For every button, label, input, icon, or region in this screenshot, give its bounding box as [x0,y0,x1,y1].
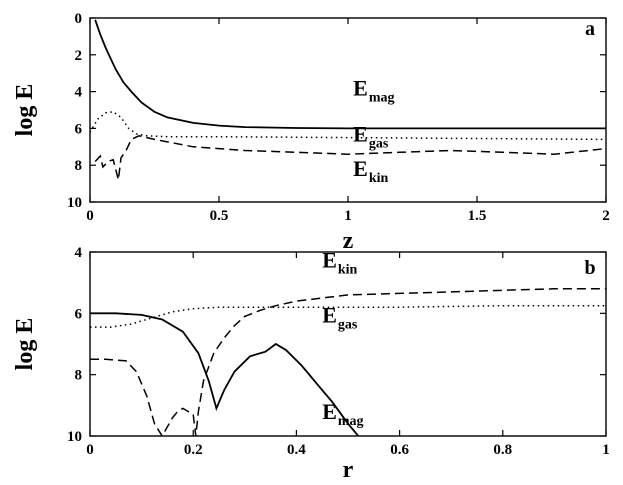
y-axis-label: log E [12,84,38,137]
y-tick-label: 0 [75,11,83,27]
x-tick-label: 0.4 [287,442,306,458]
x-tick-label: 2 [602,208,610,224]
x-tick-label: 0.2 [184,442,203,458]
series-line-mag [94,19,606,130]
y-axis-label: log E [12,318,38,371]
annotation-main: E [322,303,337,328]
annotation-main: E [353,156,368,181]
panel-label: a [585,18,595,40]
y-tick-label: 6 [75,306,83,322]
annotation-subscript: mag [338,414,364,429]
annotation-subscript: mag [369,90,395,105]
x-tick-label: 1 [344,208,352,224]
series-line-kin [94,135,606,181]
annotation-main: E [353,121,368,146]
y-tick-label: 10 [67,195,82,211]
annotation-e-kin: Ekin [353,156,388,186]
annotation-main: E [322,399,337,424]
series-line-mag [90,312,359,436]
series-line-kin [90,288,606,436]
y-tick-label: 8 [75,158,83,174]
x-tick-label: 0.5 [210,208,229,224]
y-tick-label: 2 [75,48,83,64]
panel-label: b [584,257,595,279]
x-axis-label: r [343,457,354,483]
y-tick-label: 10 [67,429,82,445]
annotation-e-kin: Ekin [322,247,357,277]
annotation-e-mag: Emag [322,399,363,429]
x-tick-label: 1 [602,442,610,458]
annotation-subscript: gas [369,136,389,151]
annotation-e-gas: Egas [353,121,389,151]
annotation-e-mag: Emag [353,75,394,105]
x-tick-label: 0.8 [493,442,512,458]
y-tick-label: 4 [75,245,83,261]
annotation-subscript: kin [338,262,358,277]
annotation-subscript: kin [369,171,389,186]
y-tick-label: 4 [75,85,83,101]
y-tick-label: 6 [75,121,83,137]
x-tick-label: 0.6 [390,442,409,458]
y-tick-label: 8 [75,368,83,384]
plot-frame [89,17,607,203]
series-line-gas [90,111,606,141]
plot-frame [89,251,607,437]
x-axis-label: z [343,228,354,254]
series-line-gas [90,304,606,328]
x-tick-label: 0 [86,442,94,458]
annotation-subscript: gas [338,318,358,333]
x-tick-label: 0 [86,208,94,224]
annotation-main: E [322,247,337,272]
annotation-e-gas: Egas [322,303,358,333]
annotation-main: E [353,75,368,100]
x-tick-label: 1.5 [468,208,487,224]
